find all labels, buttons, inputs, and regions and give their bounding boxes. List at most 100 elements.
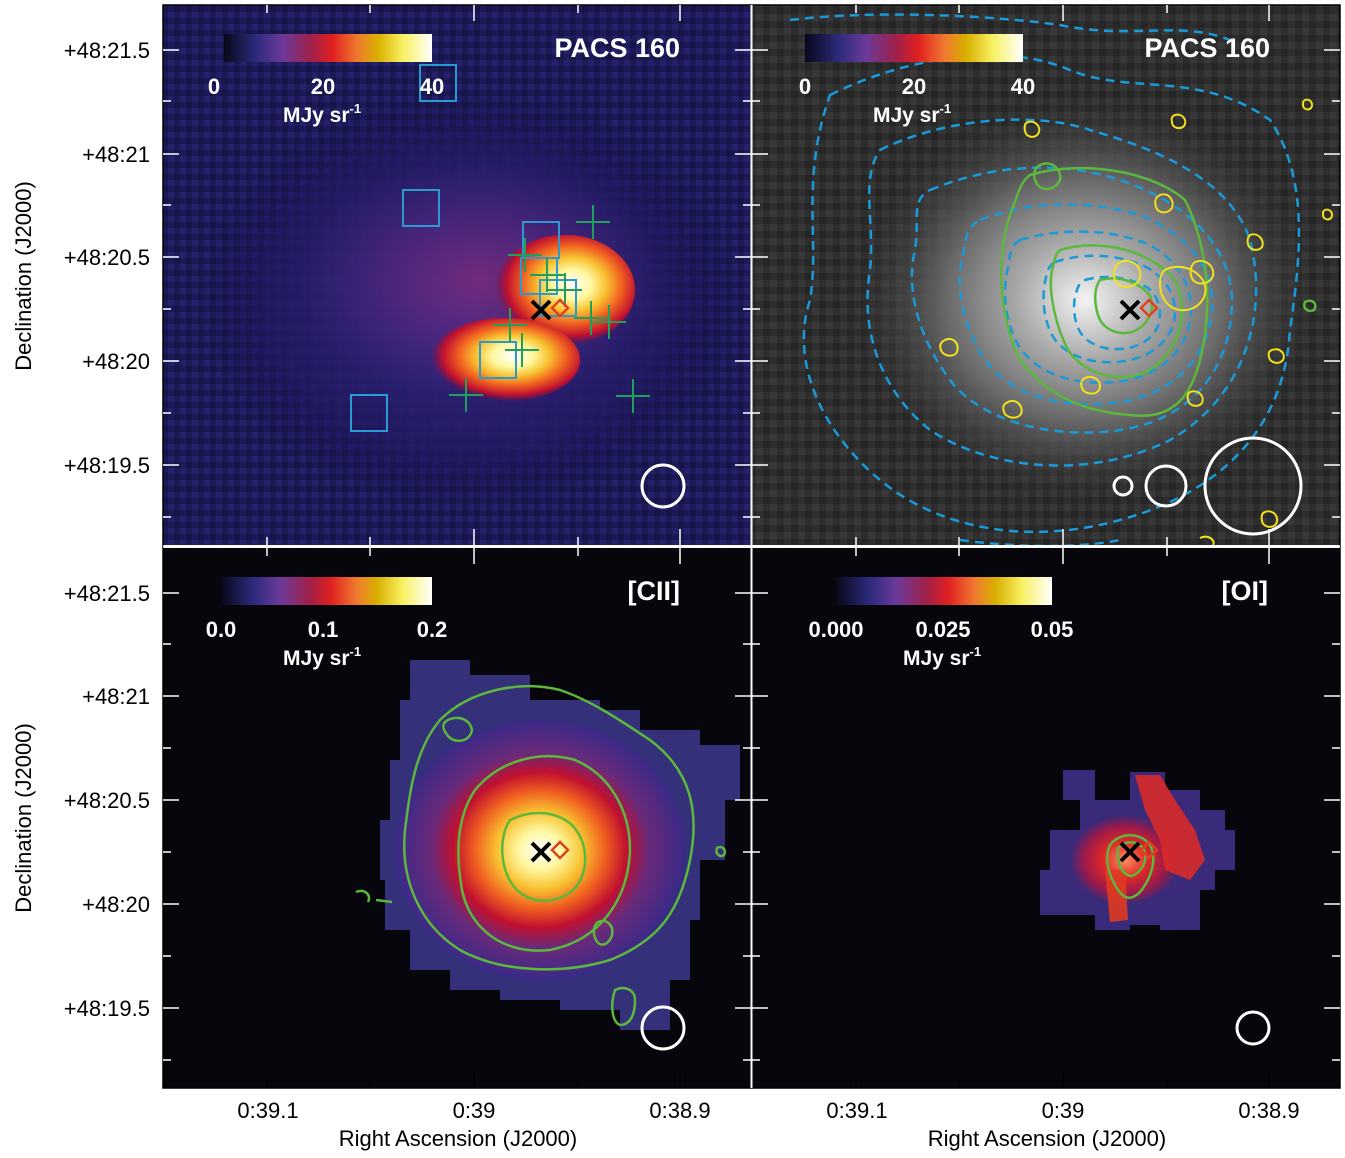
cross-marker xyxy=(530,258,564,292)
cross-marker xyxy=(616,379,650,413)
cross-marker xyxy=(574,301,608,335)
tick-marks xyxy=(163,5,1340,1061)
source-diamond-marker xyxy=(1139,298,1159,318)
contour-blue xyxy=(959,538,1121,545)
contour-yellow xyxy=(1158,265,1207,312)
contour-yellow xyxy=(1002,400,1023,419)
contour-blue xyxy=(1003,230,1193,384)
y-tick-label: +48:21 xyxy=(82,142,150,167)
contour-green xyxy=(355,889,371,903)
y-tick-label: +48:19.5 xyxy=(64,453,150,478)
y-tick-label: +48:21 xyxy=(82,684,150,709)
cross-marker xyxy=(508,238,542,272)
x-tick-label: 0:38.9 xyxy=(1238,1098,1299,1123)
square-marker xyxy=(419,64,457,102)
contour-yellow xyxy=(1189,260,1215,285)
y-tick-label: +48:20.5 xyxy=(64,788,150,813)
y-tick-label: +48:21.5 xyxy=(64,38,150,63)
panel-br-oi-emission-arm xyxy=(1135,775,1205,880)
contour-blue xyxy=(866,118,1258,467)
colorbar-tick-2: 0.2 xyxy=(417,617,448,642)
contour-green xyxy=(715,845,727,858)
colorbar-tick-2: 40 xyxy=(1011,74,1035,99)
contour-blue xyxy=(910,166,1234,434)
source-diamond-marker xyxy=(550,840,570,860)
panel-title: PACS 160 xyxy=(1144,33,1270,63)
y-tick-label: +48:19.5 xyxy=(64,996,150,1021)
x-axis-label-left: Right Ascension (J2000) xyxy=(339,1126,577,1151)
contour-green xyxy=(1303,299,1317,313)
colorbar-tick-1: 0.1 xyxy=(308,617,339,642)
source-cross-marker xyxy=(530,299,552,321)
x-tick-label: 0:39.1 xyxy=(237,1098,298,1123)
colorbar-tick-2: 0.05 xyxy=(1031,617,1074,642)
contour-yellow xyxy=(1154,193,1174,214)
panel-title: PACS 160 xyxy=(554,33,680,63)
panel-title: [OI] xyxy=(1222,576,1269,606)
contour-green xyxy=(403,685,695,971)
contour-green xyxy=(1032,162,1062,191)
beam-circle-small xyxy=(1112,475,1134,497)
contour-blue xyxy=(958,203,1214,406)
contour-green xyxy=(442,716,474,743)
beam-circle xyxy=(640,1005,686,1051)
contour-yellow xyxy=(1199,535,1215,545)
colorbar-tick-0: 0 xyxy=(208,74,220,99)
colorbar-tick-1: 20 xyxy=(311,74,335,99)
source-diamond-marker xyxy=(1139,840,1159,860)
y-tick-label: +48:20.5 xyxy=(64,245,150,270)
x-tick-label: 0:39 xyxy=(453,1098,496,1123)
contour-green xyxy=(457,755,632,952)
contour-green xyxy=(375,898,393,904)
panel-tl-hot-blob-lower xyxy=(430,318,580,402)
panel-title: [CII] xyxy=(628,576,680,606)
y-tick-label: +48:21.5 xyxy=(64,581,150,606)
square-marker xyxy=(402,189,440,227)
colorbar-tick-1: 0.025 xyxy=(915,617,970,642)
cross-marker xyxy=(493,308,527,342)
contour-yellow xyxy=(939,338,959,357)
beam-circle-medium xyxy=(1144,464,1188,508)
contour-blue xyxy=(1072,275,1162,351)
contour-green xyxy=(1116,841,1147,878)
colorbar-unit: MJy sr-1 xyxy=(873,101,951,127)
panel-bottom-left: 0.0 0.1 0.2 MJy sr-1 [CII] xyxy=(163,548,751,1088)
colorbar xyxy=(836,577,1052,605)
source-diamond-marker xyxy=(550,298,570,318)
source-cross-marker xyxy=(1119,841,1141,863)
square-marker xyxy=(350,394,388,432)
cross-marker xyxy=(548,273,582,307)
contour-yellow xyxy=(1301,98,1314,111)
panel-top-left: 0 20 40 MJy sr-1 PACS 160 xyxy=(163,5,751,545)
panel-br-oi-emission-core xyxy=(1070,815,1180,905)
colorbar-unit: MJy sr-1 xyxy=(283,101,361,127)
y-axis-label-top: Declination (J2000) xyxy=(11,181,36,371)
beam-circle-large xyxy=(1203,436,1303,536)
panel-br-green-contours xyxy=(1106,834,1155,899)
colorbar-tick-1: 20 xyxy=(902,74,926,99)
colorbar xyxy=(221,577,432,605)
colorbar-tick-2: 40 xyxy=(420,74,444,99)
colorbar-unit: MJy sr-1 xyxy=(283,644,361,670)
y-tick-label: +48:20 xyxy=(82,349,150,374)
y-axis-label-bottom: Declination (J2000) xyxy=(11,723,36,913)
source-cross-marker xyxy=(530,841,552,863)
contour-green xyxy=(1049,244,1184,379)
panel-br-oi-emission-lower xyxy=(1105,870,1128,922)
colorbar xyxy=(224,34,432,62)
y-tick-label: +48:20 xyxy=(82,892,150,917)
colorbar-tick-0: 0.0 xyxy=(206,617,237,642)
beam-circle xyxy=(640,463,686,509)
panel-br-image-bg xyxy=(752,548,1340,1088)
contour-green xyxy=(1094,277,1154,335)
cross-marker xyxy=(576,205,610,239)
panel-dividers xyxy=(163,5,1340,1088)
cross-marker xyxy=(505,333,539,367)
contour-yellow xyxy=(1023,120,1041,138)
y-tick-labels: +48:21.5 +48:21 +48:20.5 +48:20 +48:19.5… xyxy=(64,38,150,1021)
panel-tr-yellow-contours xyxy=(939,98,1334,545)
contour-yellow xyxy=(1170,113,1187,130)
source-cross-marker xyxy=(1119,299,1141,321)
colorbar-tick-0: 0.000 xyxy=(808,617,863,642)
contour-yellow xyxy=(1321,208,1334,221)
